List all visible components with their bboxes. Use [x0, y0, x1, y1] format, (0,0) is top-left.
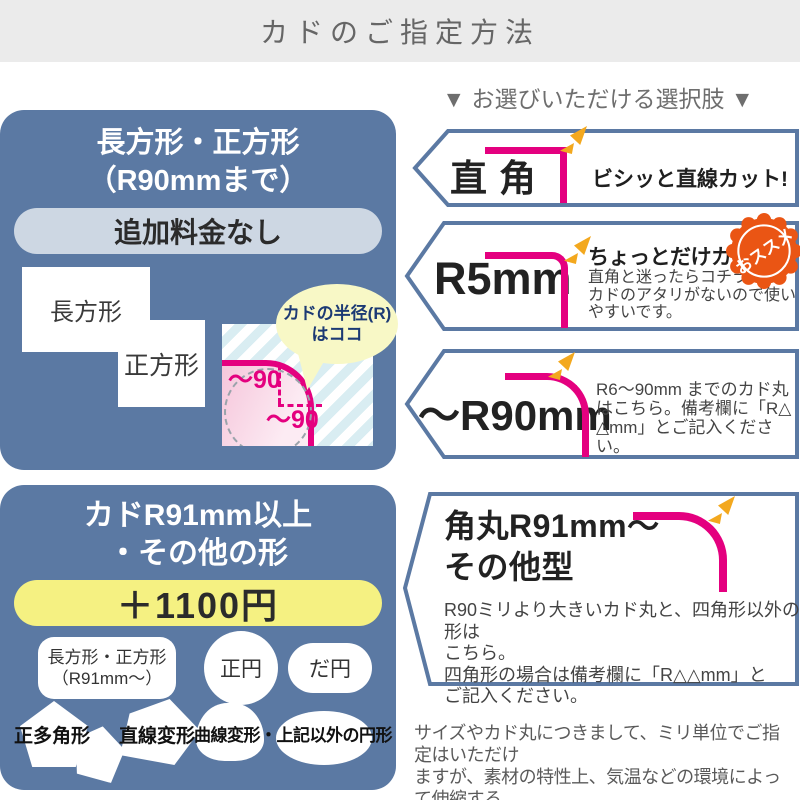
sparkle-icon: [548, 352, 578, 382]
rounded-rect-chip-line2: （R91mm～）: [51, 669, 163, 688]
option-r5mm-label: R5mm: [434, 253, 572, 304]
option-r90mm: ～R90mm R6～90mm までのカド丸 はこちら。備考欄に「R△ △mm」と…: [404, 348, 800, 460]
corner-radius-diagram: ～90 ～90: [222, 324, 373, 446]
oval-chip-label: だ円: [309, 658, 351, 681]
curved-deform-shape: [196, 703, 264, 761]
circle-chip: 正円: [204, 631, 278, 705]
rounded-rect-chip-line1: 長方形・正方形: [47, 648, 167, 667]
radius-dashed-line-horizontal: [278, 404, 322, 407]
option-r90mm-description: R6～90mm までのカド丸 はこちら。備考欄に「R△ △mm」とご記入ください…: [596, 380, 792, 456]
panel-paid-title-line1: カドR91mm以上: [83, 499, 313, 532]
option-right-angle-label: 直角: [450, 158, 548, 199]
panel-free-title-line2: （R90mmまで）: [87, 165, 309, 197]
square-label: 正方形: [123, 351, 199, 380]
extra-large-round-corner-icon: [633, 512, 727, 592]
rectangle-label: 長方形: [50, 299, 122, 326]
panel-free-shapes: 長方形・正方形 （R90mmまで） 追加料金なし 長方形 正方形 ～90 ～90…: [0, 110, 398, 470]
rounded-rect-chip: 長方形・正方形 （R91mm～）: [38, 637, 176, 699]
option-other-title-line1: 角丸R91mm～: [444, 508, 660, 544]
large-round-corner-icon: [505, 373, 589, 457]
panel-free-title: 長方形・正方形 （R90mmまで）: [0, 124, 396, 200]
bubble-line1: カドの半径(R): [282, 304, 392, 323]
option-right-angle-headline: ビシッと直線カット!: [592, 168, 788, 191]
radius-measure-bottom: ～90: [266, 406, 319, 434]
polygon-label: 正多角形: [14, 726, 91, 747]
footnote: サイズやカド丸につきまして、ミリ単位でご指定はいただけ ますが、素材の特性上、気…: [414, 723, 781, 800]
oval-chip: だ円: [288, 643, 372, 693]
radius-callout-bubble: カドの半径(R) はココ: [276, 284, 398, 364]
option-other-description: R90ミリより大きいカド丸と、四角形以外の形は こちら。 四角形の場合は備考欄に…: [444, 600, 800, 706]
radius-measure-top: ～90: [228, 366, 281, 394]
scalloped-seal-icon: おススメ: [726, 213, 800, 289]
header-bar: カドのご指定方法: [0, 0, 800, 62]
panel-paid-title-line2: ・その他の形: [108, 537, 288, 570]
sparkle-icon: [560, 126, 590, 156]
panel-free-title-line1: 長方形・正方形: [96, 127, 300, 159]
page-title: カドのご指定方法: [259, 17, 540, 48]
option-right-angle: 直角 ビシッと直線カット!: [412, 128, 800, 208]
other-ellipse-shape: [276, 711, 372, 765]
circle-chip-label: 正円: [220, 658, 262, 681]
sharp-corner-icon: [485, 147, 567, 203]
rectangle-shape: 長方形: [22, 267, 150, 352]
option-other-title: 角丸R91mm～ その他型: [444, 506, 660, 588]
arrow-frame: [404, 221, 799, 331]
sparkle-icon: [708, 496, 738, 526]
extra-charge-badge: ＋1100円: [14, 580, 382, 626]
square-shape: 正方形: [118, 320, 205, 407]
sparkle-icon: [564, 236, 594, 266]
option-other-title-line2: その他型: [444, 549, 575, 585]
option-r5mm: R5mm ちょっとだけカド丸 直角と迷ったらコチラ! カドのアタリがないので使い…: [404, 220, 800, 332]
panel-paid-shapes: カドR91mm以上 ・その他の形 ＋1100円 長方形・正方形 （R91mm～）…: [0, 485, 396, 790]
option-other-shapes: 角丸R91mm～ その他型 R90ミリより大きいカド丸と、四角形以外の形は こち…: [402, 490, 800, 706]
bubble-line2: はココ: [311, 325, 363, 344]
curved-deform-label: 曲線変形・上記以外の円形: [194, 726, 393, 745]
option-r5mm-description: 直角と迷ったらコチラ! カドのアタリがないので使い やすいです。: [588, 269, 797, 321]
small-round-corner-icon: [485, 252, 568, 328]
no-extra-charge-badge: 追加料金なし: [14, 208, 382, 254]
options-caption: ▼ お選びいただける選択肢 ▼: [442, 86, 754, 112]
radius-dashed-line-vertical: [278, 364, 281, 404]
straight-deform-label: 直線変形: [119, 726, 196, 747]
panel-paid-title: カドR91mm以上 ・その他の形: [0, 497, 396, 573]
arrow-frame: [404, 349, 799, 459]
radius-circle-guide: [224, 368, 312, 446]
recommend-badge: おススメ: [725, 212, 800, 290]
